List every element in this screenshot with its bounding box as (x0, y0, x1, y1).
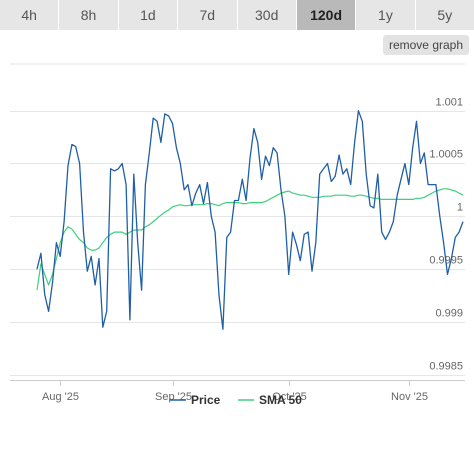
range-tab-30d[interactable]: 30d (237, 0, 297, 30)
y-tick-label: 0.999 (435, 308, 463, 320)
price-series-line (36, 110, 464, 330)
legend-label: SMA 50 (259, 393, 302, 407)
x-tick-label: Sep '25 (155, 391, 192, 403)
legend-item-price[interactable]: Price (170, 393, 221, 407)
legend-label: Price (191, 393, 221, 407)
y-tick-label: 1 (457, 202, 463, 214)
y-tick-label: 1.0005 (429, 149, 463, 161)
x-tick-label: Nov '25 (391, 391, 428, 403)
legend-item-sma-50[interactable]: SMA 50 (238, 393, 302, 407)
legend[interactable]: Price SMA 50 (170, 393, 302, 407)
range-tab-1y[interactable]: 1y (356, 0, 416, 30)
range-tab-120d[interactable]: 120d (296, 0, 357, 30)
range-tab-8h[interactable]: 8h (59, 0, 119, 30)
range-tab-5y[interactable]: 5y (415, 0, 474, 30)
grid-lines (10, 63, 465, 376)
range-tab-7d[interactable]: 7d (178, 0, 238, 30)
range-tab-4h[interactable]: 4h (0, 0, 60, 30)
time-range-selector: 4h 8h 1d 7d 30d 120d 1y 5y (0, 0, 474, 30)
y-tick-label: 1.001 (435, 97, 463, 109)
y-tick-label: 0.9985 (429, 361, 463, 373)
series (36, 110, 464, 330)
sma-50-series-line (36, 188, 464, 291)
range-tab-1d[interactable]: 1d (118, 0, 179, 30)
x-tick-label: Oct '25 (272, 391, 307, 403)
x-tick-label: Aug '25 (42, 391, 79, 403)
remove-graph-button[interactable]: remove graph (383, 35, 469, 55)
